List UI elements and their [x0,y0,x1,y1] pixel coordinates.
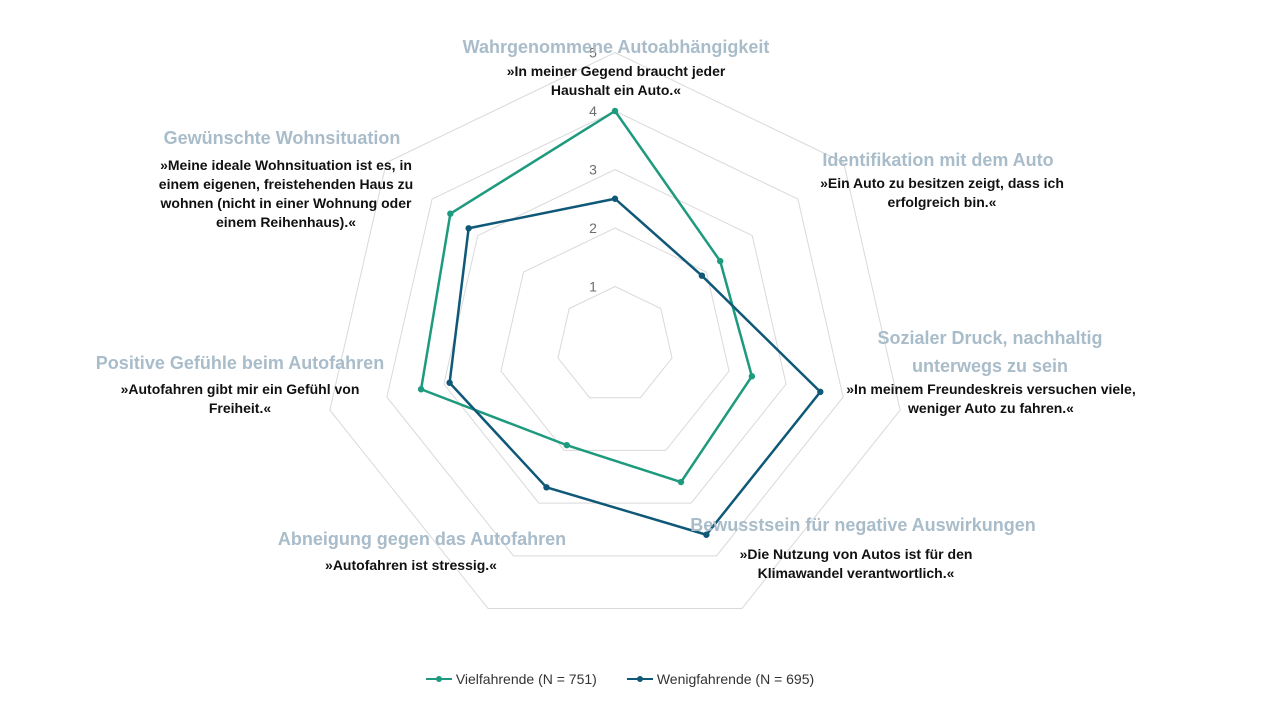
legend-swatch-wenigfahrende [626,676,653,682]
series-0-point-5 [417,386,425,393]
grid-ring-5 [329,51,901,610]
tick-label-3: 3 [589,162,597,178]
series-0-point-4 [563,441,570,449]
series-1-point-5 [446,379,453,386]
legend-item-vielfahrende: Vielfahrende (N = 751) [425,671,597,687]
radar-grid [329,51,901,610]
series-0-point-1 [716,257,724,265]
series-1-point-2 [817,388,824,396]
series-1-point-3 [703,531,710,538]
tick-label-5: 5 [589,45,597,61]
legend-swatch-vielfahrende [425,676,452,682]
series-0-point-2 [748,373,756,380]
legend-item-wenigfahrende: Wenigfahrende (N = 695) [626,671,815,687]
axis-title-5: Positive Gefühle beim Autofahren [95,353,385,373]
series-0-point-0 [611,107,619,115]
axis-quote-5: »Autofahren gibt mir ein Gefühl von Frei… [120,381,360,416]
series-1-point-4 [543,484,550,491]
series-line-0 [419,109,754,484]
axis-quote-1: »Ein Auto zu besitzen zeigt, dass ich er… [820,175,1064,210]
axis-title-0: Wahrgenommene Autoabhängigkeit [462,37,770,57]
legend-label-wenigfahrende: Wenigfahrende (N = 695) [656,671,815,687]
axis-title-3: Bewusstsein für negative Auswirkungen [690,515,1036,535]
axis-title-1: Identifikation mit dem Auto [822,150,1054,170]
series-1-point-6 [465,225,472,232]
legend: Vielfahrende (N = 751) Wenigfahrende (N … [0,671,1240,687]
series-1-point-0 [611,195,619,202]
axis-title-6: Gewünschte Wohnsituation [163,128,401,148]
axis-title-4: Abneigung gegen das Autofahren [277,529,567,549]
radar-series [417,107,824,538]
axis-quote-3: »Die Nutzung von Autos ist für den Klima… [739,546,973,581]
tick-label-1: 1 [589,279,597,295]
axis-quote-4: »Autofahren ist stressig.« [325,557,497,573]
tick-label-2: 2 [589,220,597,236]
axis-quote-2: »In meinem Freundeskreis versuchen viele… [846,381,1136,416]
series-0-point-3 [677,478,685,486]
grid-ring-1 [557,285,673,399]
axis-quote-6: »Meine ideale Wohnsituation ist es, in e… [158,157,414,230]
radial-ticks: 1 2 3 4 5 [589,45,597,295]
axis-title-2: Sozialer Druck, nachhaltig unterwegs zu … [877,328,1103,376]
series-line-1 [448,197,822,536]
legend-label-vielfahrende: Vielfahrende (N = 751) [455,671,597,687]
tick-label-4: 4 [589,103,597,119]
axis-quote-0: »In meiner Gegend braucht jeder Haushalt… [506,63,726,98]
grid-ring-4 [386,110,844,557]
grid-ring-2 [500,227,730,451]
series-1-point-1 [698,272,706,279]
series-0-point-6 [447,210,454,217]
grid-ring-3 [443,168,787,504]
